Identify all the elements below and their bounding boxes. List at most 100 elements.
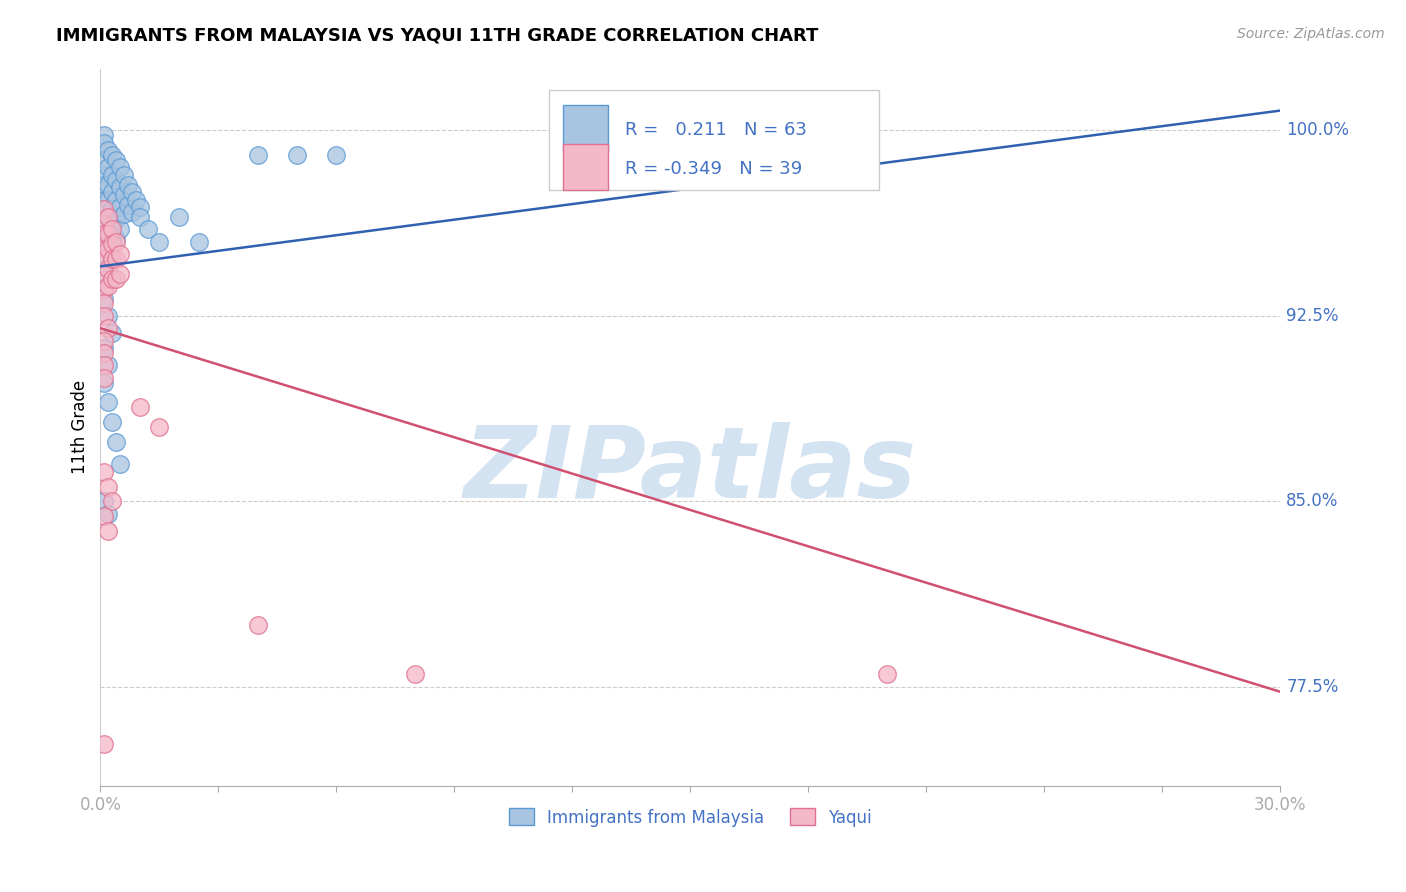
Point bbox=[128, 401, 150, 415]
Text: R = -0.349   N = 39: R = -0.349 N = 39 bbox=[626, 160, 803, 178]
Point bbox=[108, 222, 131, 236]
Point bbox=[97, 279, 120, 293]
Point bbox=[97, 161, 120, 175]
Text: IMMIGRANTS FROM MALAYSIA VS YAQUI 11TH GRADE CORRELATION CHART: IMMIGRANTS FROM MALAYSIA VS YAQUI 11TH G… bbox=[56, 27, 818, 45]
Point bbox=[93, 193, 115, 207]
Point bbox=[105, 235, 128, 249]
Point bbox=[93, 202, 115, 217]
Point bbox=[93, 370, 115, 384]
Point bbox=[101, 326, 124, 341]
Point bbox=[101, 237, 124, 252]
Point bbox=[105, 435, 128, 450]
Point bbox=[97, 193, 120, 207]
Point bbox=[97, 227, 120, 242]
Legend: Immigrants from Malaysia, Yaqui: Immigrants from Malaysia, Yaqui bbox=[501, 800, 880, 835]
Point bbox=[404, 667, 426, 681]
Point bbox=[128, 200, 150, 214]
Point bbox=[136, 222, 159, 236]
Point bbox=[97, 261, 120, 276]
Point bbox=[93, 309, 115, 323]
Point bbox=[93, 168, 115, 182]
Point bbox=[101, 252, 124, 266]
Point bbox=[97, 479, 120, 493]
FancyBboxPatch shape bbox=[548, 90, 879, 191]
Point bbox=[93, 202, 115, 217]
Point bbox=[93, 737, 115, 751]
Point bbox=[108, 267, 131, 281]
Point bbox=[97, 321, 120, 335]
Point bbox=[101, 494, 124, 508]
Text: Source: ZipAtlas.com: Source: ZipAtlas.com bbox=[1237, 27, 1385, 41]
Point bbox=[93, 282, 115, 296]
Point bbox=[112, 168, 135, 182]
Point bbox=[93, 242, 115, 256]
Y-axis label: 11th Grade: 11th Grade bbox=[72, 380, 89, 475]
Point bbox=[93, 153, 115, 167]
Point bbox=[93, 334, 115, 348]
Point bbox=[93, 346, 115, 360]
Point bbox=[101, 415, 124, 429]
Text: 100.0%: 100.0% bbox=[1286, 121, 1350, 139]
Point bbox=[97, 210, 120, 224]
Point bbox=[101, 185, 124, 199]
Point bbox=[93, 292, 115, 306]
Point bbox=[97, 143, 120, 157]
Point bbox=[101, 272, 124, 286]
Point bbox=[97, 524, 120, 538]
Point bbox=[125, 193, 148, 207]
Point bbox=[101, 222, 124, 236]
Point bbox=[93, 494, 115, 508]
Point bbox=[93, 218, 115, 232]
Point bbox=[93, 218, 115, 232]
Point bbox=[97, 227, 120, 242]
Point bbox=[325, 148, 347, 162]
Point bbox=[93, 341, 115, 355]
Point bbox=[93, 178, 115, 192]
Point bbox=[108, 180, 131, 194]
Point bbox=[246, 148, 269, 162]
Point bbox=[97, 309, 120, 323]
Point bbox=[108, 200, 131, 214]
Point bbox=[117, 178, 139, 192]
Point bbox=[128, 210, 150, 224]
Point bbox=[93, 136, 115, 150]
Point bbox=[101, 235, 124, 249]
Point bbox=[93, 227, 115, 242]
Point bbox=[93, 376, 115, 390]
Point bbox=[105, 153, 128, 167]
Text: 85.0%: 85.0% bbox=[1286, 492, 1339, 510]
Point bbox=[93, 509, 115, 524]
Point bbox=[97, 242, 120, 256]
Point bbox=[101, 148, 124, 162]
FancyBboxPatch shape bbox=[562, 144, 607, 190]
Point bbox=[876, 667, 898, 681]
Point bbox=[148, 235, 170, 249]
Point bbox=[112, 187, 135, 202]
Point bbox=[285, 148, 308, 162]
Point bbox=[97, 507, 120, 521]
Point bbox=[97, 210, 120, 224]
Point bbox=[187, 235, 209, 249]
Point bbox=[105, 212, 128, 227]
Point bbox=[105, 173, 128, 187]
Point bbox=[105, 272, 128, 286]
Text: 77.5%: 77.5% bbox=[1286, 678, 1339, 696]
Text: ZIPatlas: ZIPatlas bbox=[464, 422, 917, 518]
Point bbox=[97, 359, 120, 373]
Point bbox=[108, 161, 131, 175]
Point bbox=[246, 618, 269, 632]
Point bbox=[105, 232, 128, 246]
Point bbox=[93, 272, 115, 286]
Point bbox=[121, 205, 143, 219]
Point bbox=[121, 185, 143, 199]
Point bbox=[105, 252, 128, 266]
Point bbox=[108, 247, 131, 261]
Point bbox=[93, 296, 115, 310]
Text: R =   0.211   N = 63: R = 0.211 N = 63 bbox=[626, 120, 807, 138]
Text: 92.5%: 92.5% bbox=[1286, 307, 1339, 325]
Point bbox=[93, 359, 115, 373]
Point bbox=[93, 267, 115, 281]
Point bbox=[101, 168, 124, 182]
Point bbox=[101, 218, 124, 232]
Point bbox=[117, 197, 139, 211]
